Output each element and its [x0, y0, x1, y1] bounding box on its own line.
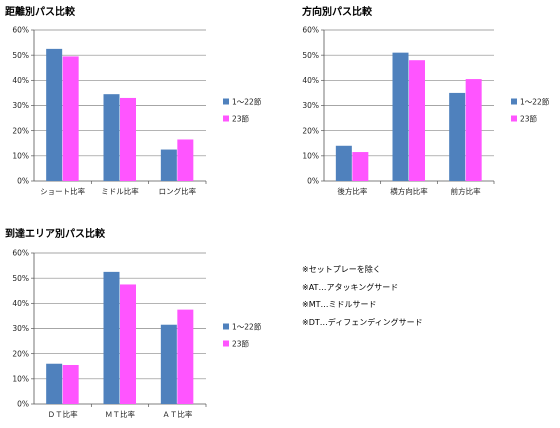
- bar: [335, 145, 352, 181]
- bar: [465, 79, 482, 181]
- y-tick-label: 20%: [12, 126, 29, 135]
- bar: [103, 94, 120, 181]
- chart-title: 距離別パス比較: [5, 7, 75, 18]
- x-tick-label: ショート比率: [40, 186, 85, 196]
- legend-label: 1〜22節: [232, 97, 262, 107]
- y-tick-label: 30%: [302, 101, 319, 110]
- x-tick-label: ＡＴ比率: [162, 409, 192, 419]
- chart-svg: 0% 10% 20% 30% 40% 50% 60% 後方比率 横方向比率 前方比率 1〜22節 23…: [302, 26, 550, 196]
- bar: [409, 60, 425, 182]
- y-tick-label: 60%: [12, 26, 29, 35]
- y-tick-label: 0%: [307, 177, 319, 186]
- chart-title: 到達エリア別パス比較: [5, 229, 105, 240]
- note-item: ※AT…アタッキングサード: [302, 282, 399, 292]
- y-tick-label: 30%: [12, 324, 29, 333]
- legend-label: 23節: [232, 339, 250, 349]
- y-tick-label: 10%: [12, 152, 29, 161]
- x-tick-label: 横方向比率: [390, 186, 428, 196]
- note-item: ※MT…ミドルサード: [302, 300, 377, 309]
- bar: [62, 364, 79, 404]
- y-tick-label: 60%: [12, 249, 29, 258]
- x-tick-label: ＤＴ比率: [48, 409, 78, 419]
- y-tick-label: 0%: [17, 177, 29, 186]
- y-tick-label: 20%: [302, 126, 319, 135]
- y-tick-label: 20%: [12, 349, 29, 358]
- y-tick-label: 60%: [302, 26, 319, 35]
- legend-label: 1〜22節: [520, 97, 550, 107]
- y-tick-label: 40%: [12, 76, 29, 85]
- chart-title: 方向別パス比較: [302, 7, 372, 18]
- bar: [177, 309, 194, 404]
- bar: [352, 152, 369, 181]
- legend-label: 23節: [232, 114, 250, 124]
- note-item: ※セットプレーを除く: [302, 265, 381, 274]
- y-tick-label: 0%: [17, 400, 29, 409]
- y-tick-label: 40%: [12, 299, 29, 308]
- bar: [160, 324, 177, 404]
- legend-swatch: [223, 115, 229, 122]
- legend-swatch: [511, 115, 517, 122]
- bar: [160, 149, 177, 181]
- x-tick-label: ミドル比率: [101, 186, 139, 196]
- note-item: ※DT…ディフェンディングサード: [302, 317, 423, 327]
- chart-direction: 方向別パス比較 0% 10% 20% 30% 40% 50% 60% 後方比率 横方向比率 前方比…: [280, 0, 560, 215]
- bar: [177, 139, 194, 181]
- chart-area: 到達エリア別パス比較 0% 10% 20% 30% 40% 50% 60% ＤＴ比率 ＭＴ比率 Ａ…: [0, 222, 280, 428]
- y-tick-label: 30%: [12, 101, 29, 110]
- y-tick-label: 10%: [12, 375, 29, 384]
- chart-distance: 距離別パス比較 0% 10% 20% 30% 40% 50% 60% ショート比率 ミドル比率 ロ…: [0, 0, 280, 215]
- y-tick-label: 10%: [302, 152, 319, 161]
- bar: [120, 284, 136, 404]
- y-tick-label: 50%: [12, 274, 29, 283]
- chart-svg: 0% 10% 20% 30% 40% 50% 60% ショート比率 ミドル比率 ロング比率 1〜22…: [12, 26, 262, 196]
- legend-swatch: [223, 98, 229, 105]
- y-tick-label: 50%: [302, 51, 319, 60]
- x-tick-label: 後方比率: [337, 186, 367, 196]
- legend-label: 1〜22節: [232, 322, 262, 332]
- legend-label: 23節: [520, 114, 538, 124]
- y-tick-label: 40%: [302, 76, 319, 85]
- legend-swatch: [511, 98, 517, 105]
- bar: [392, 52, 409, 182]
- bar: [46, 363, 63, 404]
- legend-swatch: [223, 340, 229, 347]
- x-tick-label: 前方比率: [451, 186, 481, 196]
- x-tick-label: ロング比率: [159, 186, 197, 196]
- chart-svg: 0% 10% 20% 30% 40% 50% 60% ＤＴ比率 ＭＴ比率 ＡＴ比率 1〜22節 23節: [12, 249, 262, 419]
- bar: [103, 271, 120, 404]
- legend-swatch: [223, 323, 229, 330]
- x-tick-label: ＭＴ比率: [105, 409, 135, 419]
- bar: [62, 56, 79, 181]
- y-tick-label: 50%: [12, 51, 29, 60]
- notes: ※セットプレーを除く ※AT…アタッキングサード ※MT…ミドルサード ※DT……: [302, 261, 423, 331]
- bar: [120, 97, 136, 181]
- bar: [46, 48, 63, 181]
- bar: [449, 92, 466, 181]
